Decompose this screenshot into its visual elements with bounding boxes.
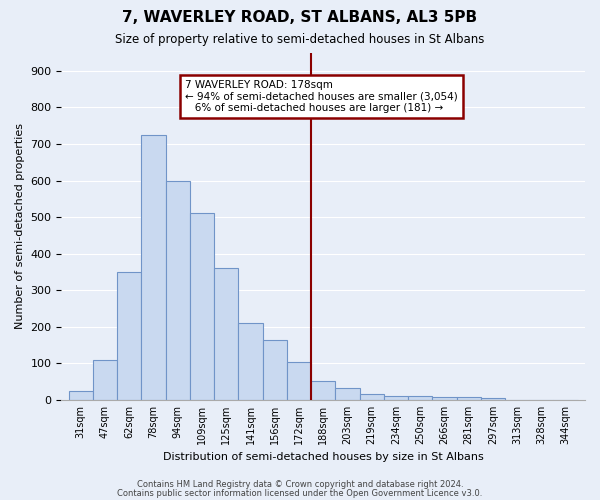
Bar bbox=[93, 360, 117, 400]
Bar bbox=[335, 388, 359, 400]
Bar bbox=[287, 362, 311, 400]
Bar bbox=[214, 268, 238, 400]
Bar bbox=[384, 396, 408, 400]
Text: Contains public sector information licensed under the Open Government Licence v3: Contains public sector information licen… bbox=[118, 488, 482, 498]
Bar bbox=[481, 398, 505, 400]
Bar bbox=[68, 391, 93, 400]
Bar bbox=[263, 340, 287, 400]
Bar bbox=[117, 272, 142, 400]
Bar bbox=[190, 212, 214, 400]
X-axis label: Distribution of semi-detached houses by size in St Albans: Distribution of semi-detached houses by … bbox=[163, 452, 484, 462]
Bar bbox=[457, 398, 481, 400]
Bar bbox=[166, 181, 190, 400]
Text: Size of property relative to semi-detached houses in St Albans: Size of property relative to semi-detach… bbox=[115, 32, 485, 46]
Y-axis label: Number of semi-detached properties: Number of semi-detached properties bbox=[15, 123, 25, 329]
Text: 7 WAVERLEY ROAD: 178sqm
← 94% of semi-detached houses are smaller (3,054)
   6% : 7 WAVERLEY ROAD: 178sqm ← 94% of semi-de… bbox=[185, 80, 458, 113]
Bar bbox=[432, 396, 457, 400]
Bar bbox=[238, 323, 263, 400]
Bar bbox=[359, 394, 384, 400]
Text: Contains HM Land Registry data © Crown copyright and database right 2024.: Contains HM Land Registry data © Crown c… bbox=[137, 480, 463, 489]
Bar bbox=[142, 135, 166, 400]
Bar bbox=[408, 396, 432, 400]
Text: 7, WAVERLEY ROAD, ST ALBANS, AL3 5PB: 7, WAVERLEY ROAD, ST ALBANS, AL3 5PB bbox=[122, 10, 478, 25]
Bar bbox=[311, 381, 335, 400]
